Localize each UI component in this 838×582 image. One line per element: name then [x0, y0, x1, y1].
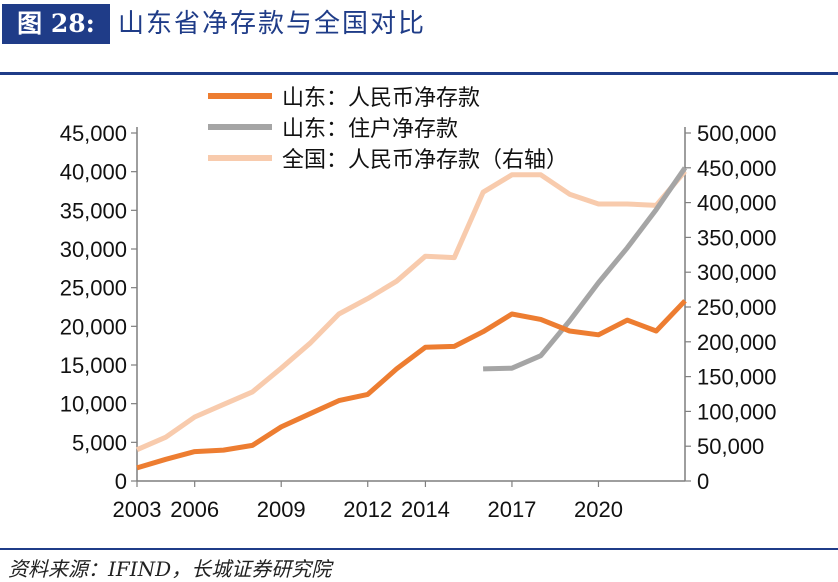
right-tick-label: 200,000 [697, 330, 777, 355]
x-tick-label: 2006 [170, 497, 219, 522]
series-line-2 [136, 169, 687, 452]
axes: 0 5,000 10,000 15,000 20,000 25,000 30,000 35,0… [60, 121, 777, 522]
left-tick-label: 35,000 [60, 198, 127, 223]
series-line-0 [136, 299, 687, 471]
x-tick-label: 2003 [113, 497, 162, 522]
x-tick-label: 2017 [487, 497, 536, 522]
left-tick-label: 15,000 [60, 353, 127, 378]
x-tick-label: 2014 [401, 497, 450, 522]
series-layer [136, 166, 688, 471]
figure-number-badge: 图 28: [2, 4, 110, 44]
left-tick-label: 0 [115, 469, 127, 494]
right-tick-label: 100,000 [697, 399, 777, 424]
left-tick-label: 30,000 [60, 237, 127, 262]
right-tick-label: 0 [697, 469, 709, 494]
left-tick-label: 20,000 [60, 314, 127, 339]
chart-area: 0 5,000 10,000 15,000 20,000 25,000 30,000 35,0… [60, 85, 777, 522]
right-tick-label: 350,000 [697, 225, 777, 250]
left-tick-label: 25,000 [60, 276, 127, 301]
right-tick-label: 150,000 [697, 365, 777, 390]
x-tick-label: 2012 [343, 497, 392, 522]
figure-title: 山东省净存款与全国对比 [118, 9, 427, 39]
left-tick-label: 5,000 [72, 430, 127, 455]
legend-label-2: 全国：人民币净存款（右轴） [282, 147, 568, 172]
legend-label-1: 山东：住户净存款 [282, 116, 458, 141]
left-tick-label: 45,000 [60, 121, 127, 146]
right-tick-label: 300,000 [697, 260, 777, 285]
source-note: 资料来源：IFIND，长城证券研究院 [8, 557, 332, 581]
x-tick-label: 2020 [574, 497, 623, 522]
right-tick-label: 400,000 [697, 191, 777, 216]
left-tick-label: 40,000 [60, 160, 127, 185]
left-tick-label: 10,000 [60, 392, 127, 417]
figure-header: 图 28: 山东省净存款与全国对比 [0, 0, 838, 50]
legend-label-0: 山东：人民币净存款 [282, 85, 480, 110]
series-line-1 [483, 166, 688, 372]
right-tick-label: 500,000 [697, 121, 777, 146]
right-tick-label: 450,000 [697, 156, 777, 181]
right-tick-label: 250,000 [697, 295, 777, 320]
bottom-rule [0, 548, 838, 550]
right-tick-label: 50,000 [697, 434, 764, 459]
top-rule [0, 72, 838, 75]
x-tick-label: 2009 [257, 497, 306, 522]
